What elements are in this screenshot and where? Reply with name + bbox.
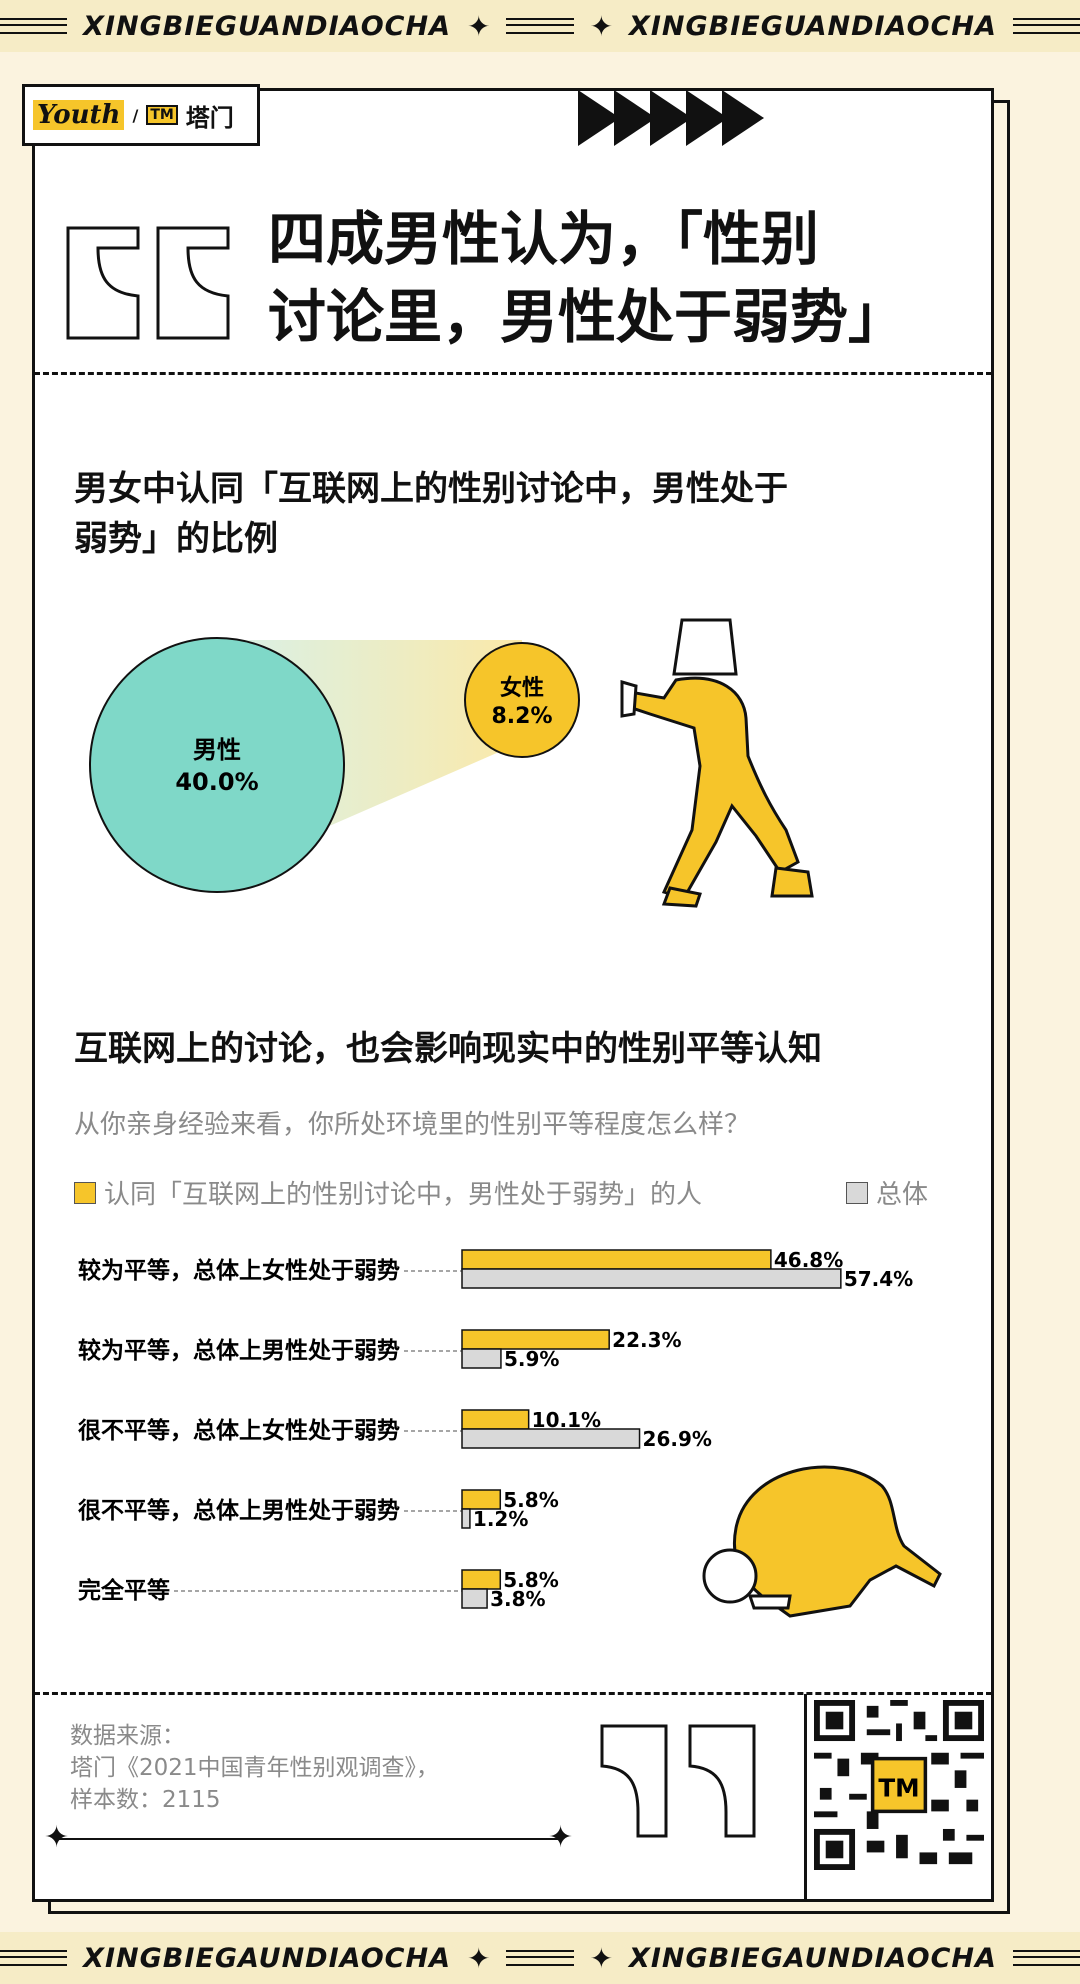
legend-swatch-agree	[74, 1181, 96, 1204]
survey-question: 从你亲身经验来看，你所处环境里的性别平等程度怎么样？	[74, 1110, 751, 1140]
sparkle-icon: ✦	[589, 9, 614, 43]
close-quote-icon	[600, 1724, 756, 1838]
bottom-banner: XINGBIEGAUNDIAOCHA ✦ ✦ XINGBIEGAUNDIAOCH…	[0, 1932, 1080, 1984]
headline: 四成男性认为，「性别 讨论里，男性处于弱势」	[268, 200, 968, 356]
banner-text: XINGBIEGAUNDIAOCHA	[629, 1942, 997, 1974]
value-label-total: 26.9%	[643, 1427, 712, 1451]
sample-size: 样本数：2115	[70, 1787, 221, 1813]
value-label-total: 1.2%	[473, 1507, 528, 1531]
legend-total-label: 总体	[876, 1180, 929, 1210]
qr-center-logo: TM	[878, 1774, 919, 1803]
brand-logo: Youth / TM 塔门	[22, 84, 260, 146]
banner-lines-icon	[0, 1950, 68, 1966]
value-label-agree: 46.8%	[774, 1248, 843, 1272]
banner-text: XINGBIEGAUNDIAOCHA	[83, 1942, 451, 1974]
legend-agree-label: 认同「互联网上的性别讨论中，男性处于弱势」的人	[104, 1180, 703, 1210]
section1-title-line1: 男女中认同「互联网上的性别讨论中，男性处于	[74, 469, 788, 509]
top-banner: XINGBIEGUANDIAOCHA ✦ ✦ XINGBIEGUANDIAOCH…	[0, 0, 1080, 52]
banner-text: XINGBIEGUANDIAOCHA	[629, 10, 997, 42]
value-label-agree: 5.8%	[503, 1488, 558, 1512]
open-quote-icon	[66, 226, 230, 340]
kneeling-person-illustration	[702, 1465, 942, 1618]
sparkle-icon: ✦	[589, 1941, 614, 1975]
legend-swatch-total	[846, 1181, 868, 1204]
bar-total	[461, 1428, 641, 1449]
headline-line2: 讨论里，男性处于弱势」	[268, 283, 907, 351]
source-underline	[56, 1838, 560, 1840]
bar-agree	[461, 1409, 530, 1430]
category-label: 完全平等	[78, 1577, 170, 1604]
banner-lines-icon	[1012, 1950, 1080, 1966]
section1-title-line2: 弱势」的比例	[74, 519, 278, 559]
female-label: 女性	[500, 675, 544, 701]
bar-agree	[461, 1329, 610, 1350]
bar-total	[461, 1508, 471, 1529]
legend-total: 总体	[846, 1174, 928, 1211]
divider	[34, 1692, 992, 1695]
bar-chart: 较为平等，总体上女性处于弱势 46.8%57.4% 较为平等，总体上男性处于弱势 22…	[78, 1248, 913, 1611]
bar-total	[461, 1348, 502, 1369]
banner-text: XINGBIEGUANDIAOCHA	[83, 10, 451, 42]
value-label-agree: 5.8%	[503, 1568, 558, 1592]
pushing-person-illustration	[620, 618, 814, 908]
category-label: 较为平等，总体上男性处于弱势	[78, 1337, 400, 1364]
bubble-chart: 男性 40.0% 女性 8.2%	[89, 637, 580, 893]
male-value-label: 40.0%	[175, 768, 258, 796]
tamen-mark-icon: TM	[146, 105, 178, 125]
banner-lines-icon	[506, 18, 574, 34]
qr-divider	[804, 1694, 807, 1900]
divider	[34, 372, 992, 375]
qr-code-icon: TM	[814, 1700, 984, 1870]
female-value-label: 8.2%	[491, 704, 552, 729]
bar-agree	[461, 1249, 772, 1270]
value-label-total: 57.4%	[844, 1267, 913, 1291]
bar-total	[461, 1268, 842, 1289]
male-label: 男性	[193, 736, 241, 764]
male-bubble	[89, 637, 345, 893]
sparkle-icon: ✦	[44, 1820, 70, 1855]
value-label-agree: 10.1%	[532, 1408, 601, 1432]
bar-total	[461, 1588, 488, 1609]
legend-agree: 认同「互联网上的性别讨论中，男性处于弱势」的人	[74, 1174, 702, 1211]
banner-lines-icon	[506, 1950, 574, 1966]
bar-agree	[461, 1489, 502, 1510]
value-label-agree: 22.3%	[612, 1328, 681, 1352]
banner-lines-icon	[1012, 18, 1080, 34]
youth-logo: Youth	[33, 100, 125, 130]
headline-line1: 四成男性认为，「性别	[268, 205, 820, 273]
source-title: 塔门《2021中国青年性别观调查》，	[70, 1755, 440, 1781]
category-label: 很不平等，总体上男性处于弱势	[78, 1497, 400, 1524]
source-label: 数据来源：	[70, 1723, 185, 1749]
section2-title: 互联网上的讨论，也会影响现实中的性别平等认知	[74, 1029, 822, 1069]
section1-title: 男女中认同「互联网上的性别讨论中，男性处于 弱势」的比例	[74, 464, 788, 564]
female-bubble	[464, 642, 580, 758]
value-label-total: 5.9%	[504, 1347, 559, 1371]
arrows-decoration	[578, 90, 764, 146]
category-label: 很不平等，总体上女性处于弱势	[78, 1417, 400, 1444]
tamen-logo: 塔门	[185, 103, 234, 132]
category-label: 较为平等，总体上女性处于弱势	[78, 1257, 400, 1284]
value-label-total: 3.8%	[490, 1587, 545, 1611]
sparkle-icon: ✦	[548, 1820, 574, 1855]
data-source: 数据来源： 塔门《2021中国青年性别观调查》， 样本数：2115	[70, 1720, 439, 1816]
sparkle-icon: ✦	[466, 9, 491, 43]
banner-lines-icon	[0, 18, 68, 34]
sparkle-icon: ✦	[466, 1941, 491, 1975]
